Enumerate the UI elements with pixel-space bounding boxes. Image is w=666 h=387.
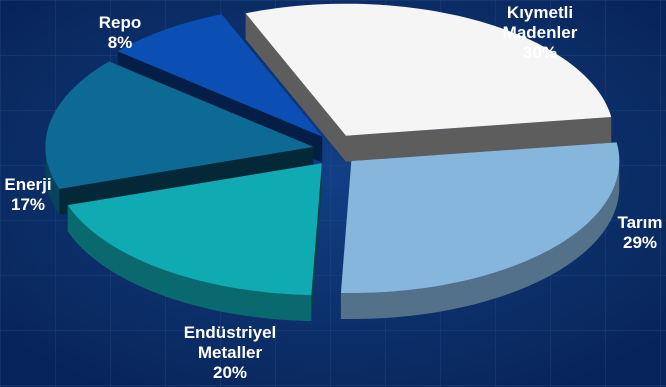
slice-tarim-top	[340, 142, 620, 294]
slice-endustriyel-metaller	[67, 163, 322, 322]
slice-label-endustriyel-metaller: Endüstriyel Metaller 20%	[184, 323, 277, 382]
slice-label-enerji: Enerji 17%	[4, 175, 51, 214]
pie-slices	[45, 3, 620, 322]
slice-name-label: Metaller	[198, 343, 263, 362]
slice-endustriyel-metaller-rim	[67, 205, 312, 322]
slice-name-label: Repo	[99, 13, 142, 32]
slice-kiymetli-madenler-top	[245, 3, 612, 136]
slice-label-kiymetli-madenler: Kıymetli Madenler 30%	[503, 3, 578, 62]
slice-value-label: 17%	[11, 195, 45, 214]
slice-value-label: 30%	[523, 43, 557, 62]
slice-value-label: 8%	[108, 33, 133, 52]
slice-name-label: Endüstriyel	[184, 323, 277, 342]
slice-label-repo: Repo 8%	[99, 13, 142, 52]
slice-enerji-top	[45, 61, 314, 189]
slice-tarim	[340, 142, 620, 320]
slice-label-tarim: Tarım 29%	[617, 213, 662, 252]
slice-endustriyel-metaller-top	[67, 163, 322, 296]
slice-repo-top	[117, 14, 323, 137]
pie-labels: Kıymetli Madenler 30% Tarım 29% Endüstriyel Me…	[4, 3, 662, 382]
slice-kiymetli-madenler	[245, 3, 612, 162]
slice-name-label: Enerji	[4, 175, 51, 194]
slice-value-label: 29%	[623, 233, 657, 252]
slice-endustriyel-metaller-wall-start	[311, 163, 322, 322]
slice-enerji-rim	[45, 142, 60, 215]
slice-value-label: 20%	[213, 363, 247, 382]
slice-kiymetli-madenler-wall-start	[245, 13, 346, 162]
slice-tarim-rim	[340, 157, 620, 320]
slice-name-label: Madenler	[503, 23, 578, 42]
slice-name-label: Kıymetli	[507, 3, 573, 22]
slice-kiymetli-madenler-wall-end	[345, 116, 612, 162]
slice-name-label: Tarım	[617, 213, 662, 232]
